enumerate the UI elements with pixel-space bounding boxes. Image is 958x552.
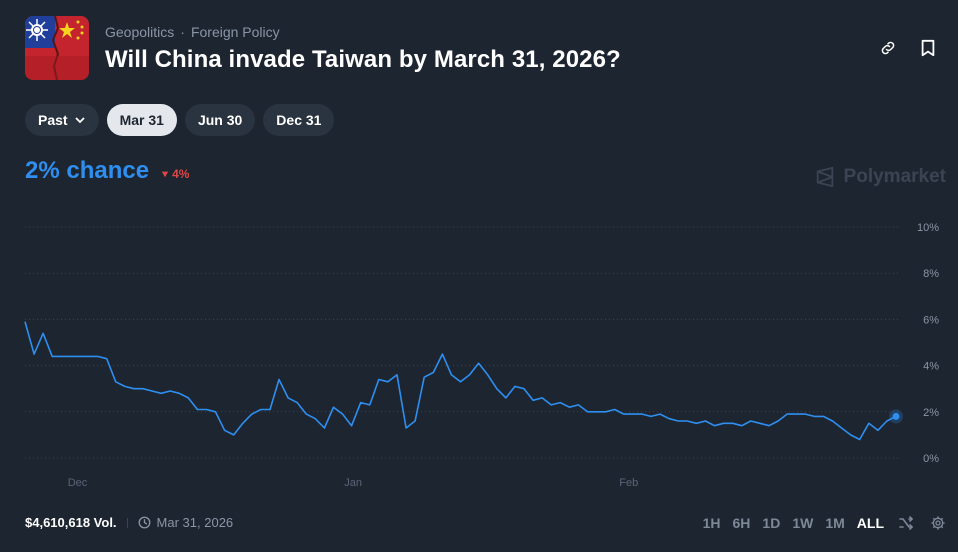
y-tick-label: 4% — [923, 361, 939, 373]
last-point — [892, 412, 900, 420]
down-triangle-icon — [161, 171, 169, 178]
tab-past[interactable]: Past — [25, 104, 99, 136]
tab-past-label: Past — [38, 112, 68, 128]
brand-name: Polymarket — [843, 166, 946, 187]
chance-value: 2% chance — [25, 157, 150, 184]
y-tick-label: 2% — [923, 407, 939, 419]
breadcrumb: Geopolitics · Foreign Policy — [105, 24, 280, 40]
range-1m[interactable]: 1M — [825, 515, 845, 531]
change-indicator: 4% — [161, 167, 189, 181]
y-tick-label: 8% — [923, 268, 939, 280]
range-1h[interactable]: 1H — [702, 515, 721, 531]
end-date: Mar 31, 2026 — [138, 515, 234, 530]
tab-jun-30[interactable]: Jun 30 — [184, 104, 256, 136]
volume: $4,610,618 Vol. — [25, 515, 117, 530]
x-tick-label: Dec — [68, 477, 88, 489]
x-tick-label: Jan — [344, 477, 362, 489]
chevron-down-icon — [74, 117, 85, 124]
link-icon[interactable] — [878, 38, 898, 58]
change-value: 4% — [172, 167, 190, 181]
market-image-flags — [25, 16, 89, 80]
y-tick-label: 0% — [923, 453, 939, 465]
outcome-tabs: Past Mar 31 Jun 30 Dec 31 — [25, 104, 335, 136]
range-all[interactable]: ALL — [856, 515, 884, 531]
divider — [126, 517, 128, 528]
tab-dec-31[interactable]: Dec 31 — [263, 104, 335, 136]
page-title: Will China invade Taiwan by March 31, 20… — [105, 46, 621, 73]
series-line — [24, 321, 897, 441]
y-tick-label: 10% — [917, 222, 939, 234]
range-selector: 1H 6H 1D 1W 1M ALL — [703, 513, 948, 533]
end-date-text: Mar 31, 2026 — [156, 515, 234, 530]
bookmark-icon[interactable] — [918, 38, 938, 58]
tab-mar-31[interactable]: Mar 31 — [106, 104, 177, 136]
price-chart[interactable]: 10% 8% 6% 4% 2% 0% Dec Jan Feb — [0, 200, 958, 500]
category-geopolitics[interactable]: Geopolitics — [105, 24, 175, 40]
x-tick-label: Feb — [619, 477, 638, 489]
polymarket-logo-icon — [816, 166, 833, 188]
range-1d[interactable]: 1D — [762, 515, 781, 531]
polymarket-logo: Polymarket — [814, 166, 946, 188]
gear-icon[interactable] — [928, 513, 948, 533]
range-6h[interactable]: 6H — [732, 515, 751, 531]
y-tick-label: 6% — [923, 314, 939, 326]
range-1w[interactable]: 1W — [792, 515, 814, 531]
breadcrumb-separator: · — [180, 24, 185, 40]
shuffle-icon[interactable] — [896, 513, 916, 533]
clock-icon — [138, 516, 150, 529]
category-foreign-policy[interactable]: Foreign Policy — [190, 24, 280, 40]
